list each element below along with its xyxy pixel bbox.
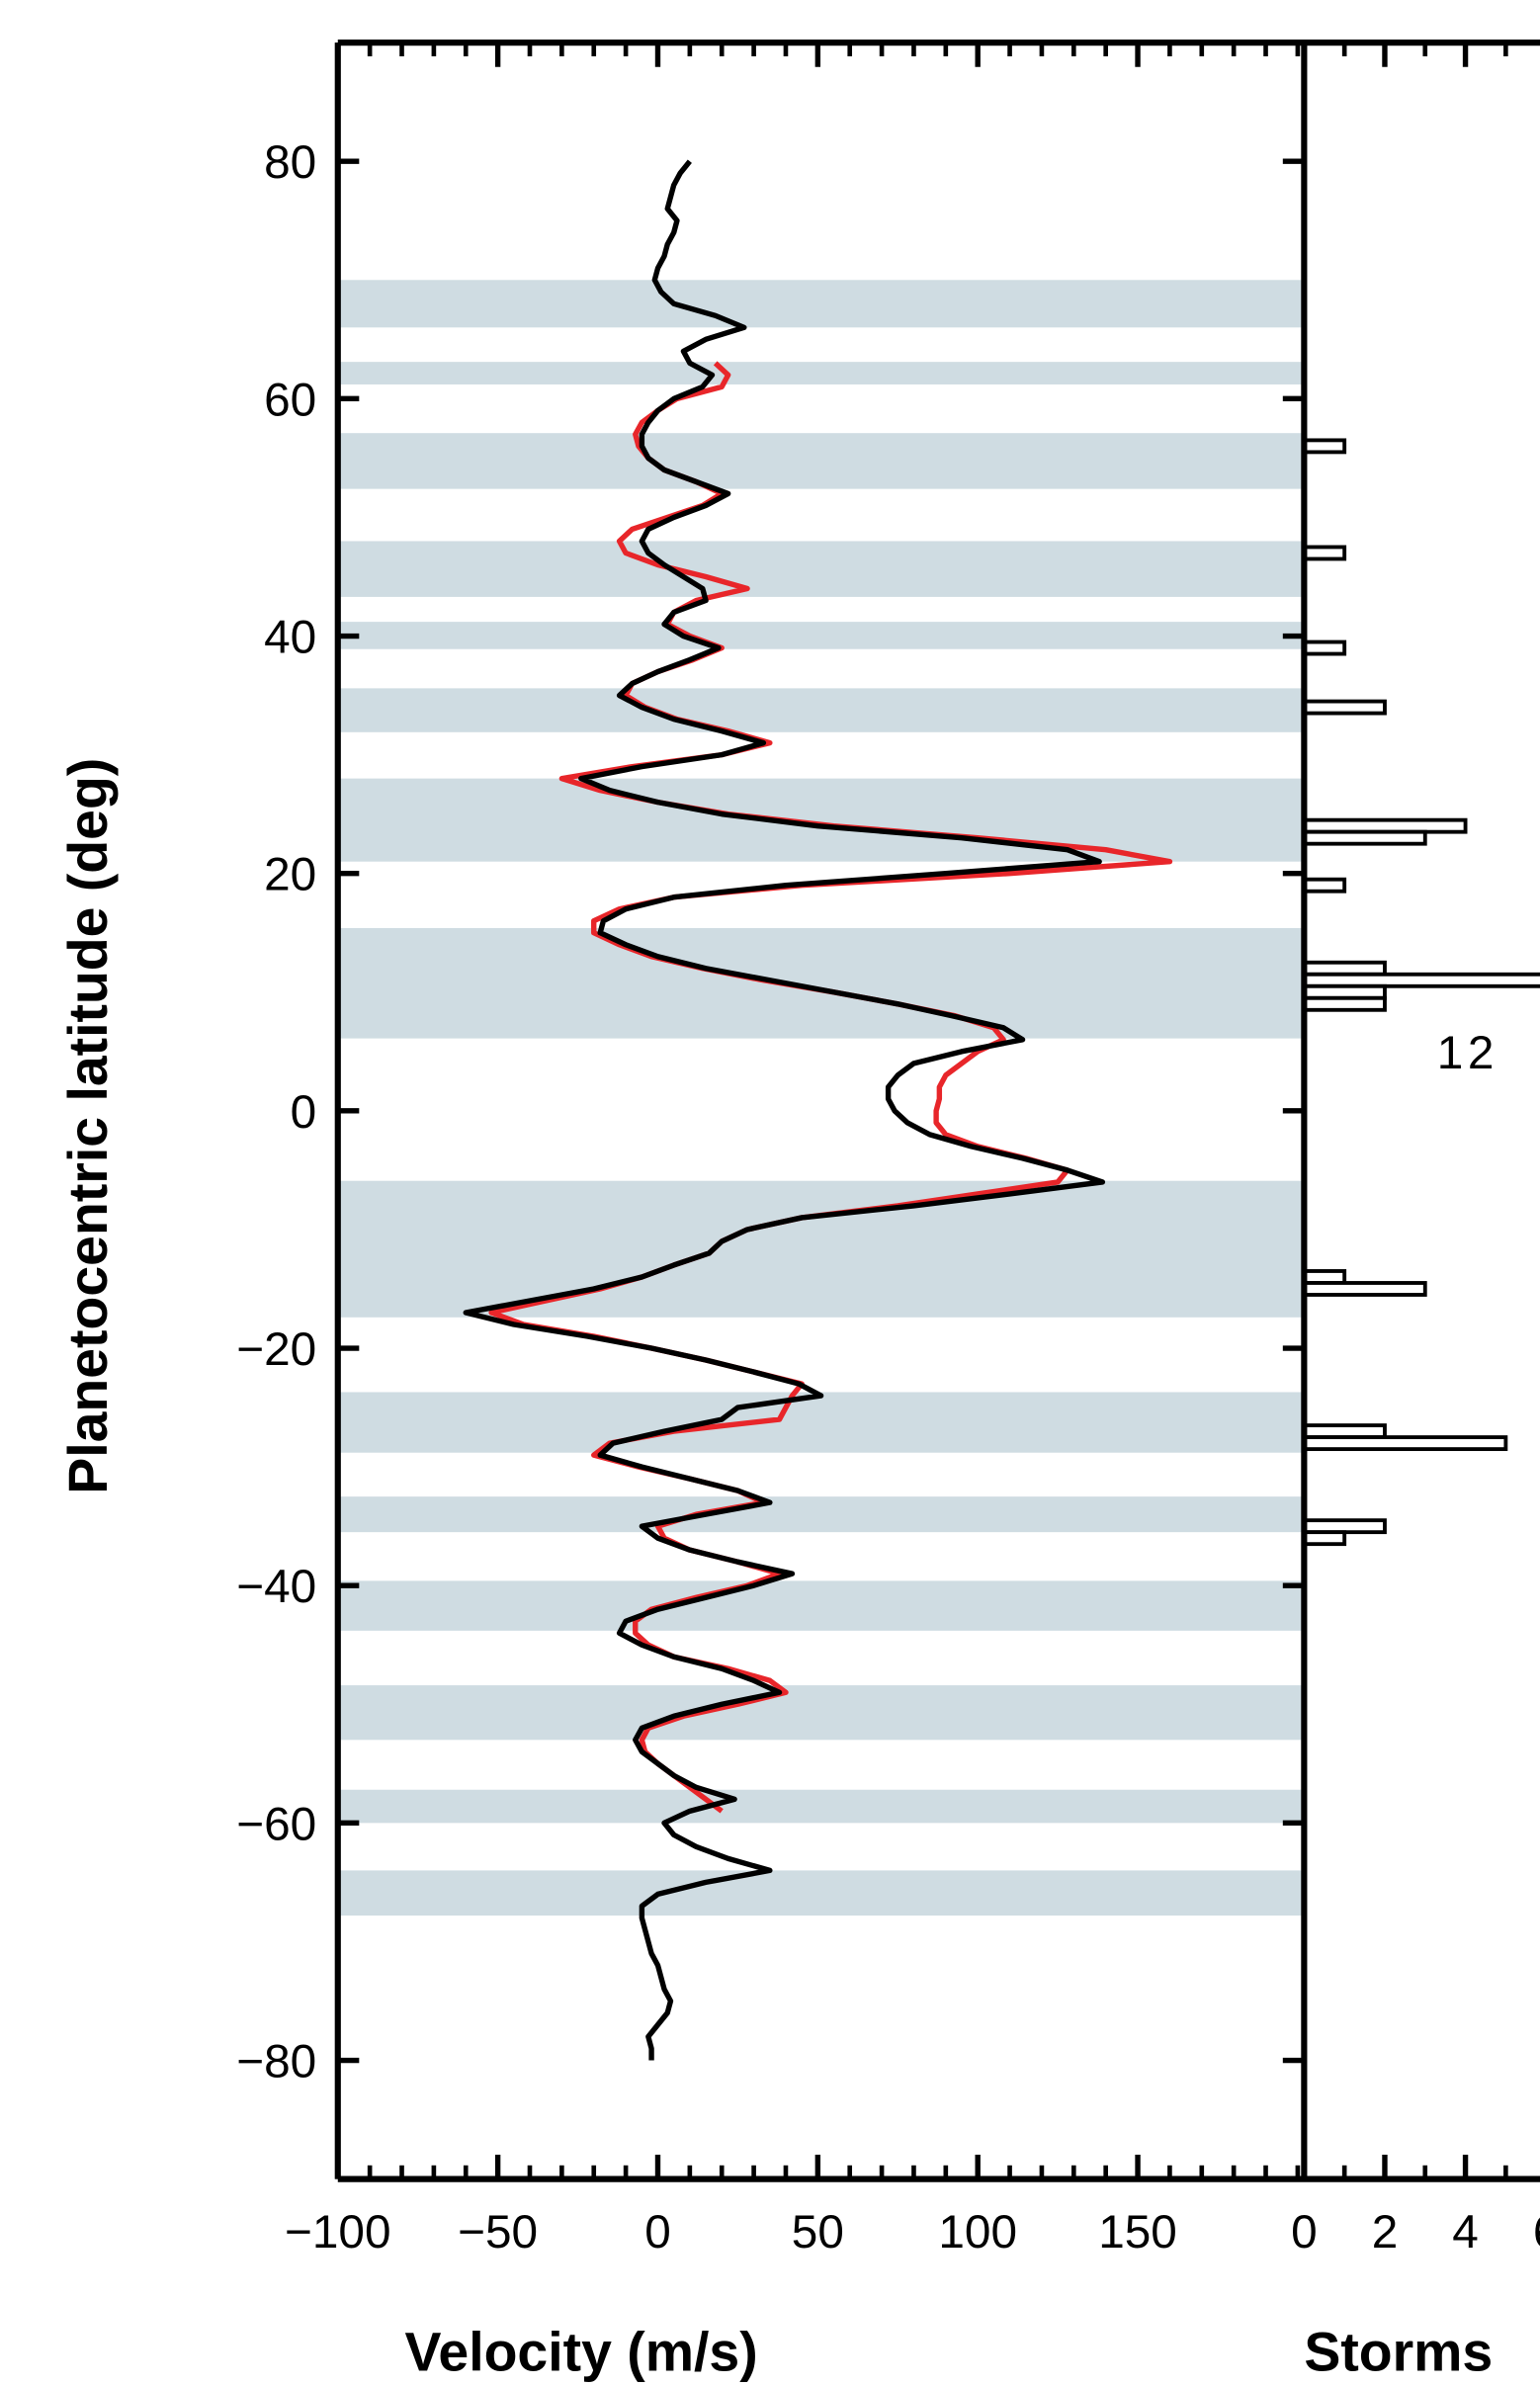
latitude-band	[337, 433, 1305, 489]
y-tick-label: −40	[236, 1561, 316, 1613]
y-tick-label: −20	[236, 1323, 316, 1376]
storm-bar	[1302, 1435, 1508, 1452]
latitude-band	[337, 1496, 1305, 1533]
latitude-band	[337, 927, 1305, 1039]
storm-bar	[1302, 639, 1347, 656]
x-tick-label: −100	[285, 2206, 390, 2258]
y-tick-label: 60	[264, 374, 316, 426]
storm-bar	[1302, 829, 1427, 846]
latitude-band	[337, 1789, 1305, 1824]
latitude-band	[337, 688, 1305, 732]
velocity-profile	[463, 159, 1106, 2061]
latitude-band	[337, 1392, 1305, 1453]
x-axis-title: Velocity (m/s)	[404, 2322, 757, 2383]
storm-bar	[1302, 1281, 1427, 1297]
latitude-band	[337, 622, 1305, 649]
x-tick-label: 0	[644, 2206, 671, 2258]
y-axis-title: Planetocentric latitude (deg)	[57, 758, 119, 1494]
storm-bar	[1302, 1530, 1347, 1547]
y-tick-label: 0	[291, 1086, 317, 1139]
latitude-band	[337, 778, 1305, 862]
latitude-band	[337, 541, 1305, 597]
y-tick-label: 80	[264, 136, 316, 189]
storm-bar	[1302, 545, 1347, 561]
storm-bar	[1302, 438, 1347, 455]
storm-bar	[1302, 699, 1387, 716]
x-tick-label: 2	[1372, 2206, 1399, 2258]
y-tick-label: −60	[236, 1798, 316, 1850]
latitude-band	[337, 280, 1305, 328]
latitude-band	[337, 1580, 1305, 1631]
y-tick-label: 20	[264, 849, 316, 901]
latitude-band	[337, 1870, 1305, 1917]
bar-value-label: 12	[1437, 1027, 1498, 1079]
band-layer	[337, 280, 1305, 1917]
x-tick-label: 0	[1291, 2206, 1318, 2258]
x-tick-label: 150	[1098, 2206, 1177, 2258]
x-tick-label: 50	[792, 2206, 844, 2258]
storm-bar	[1302, 995, 1387, 1012]
y-tick-label: 40	[264, 611, 316, 663]
y-tick-label: −80	[236, 2035, 316, 2088]
x-tick-label: 4	[1452, 2206, 1479, 2258]
storm-bar	[1302, 877, 1347, 894]
x-axis-title: Storms	[1304, 2322, 1493, 2383]
latitude-band	[337, 362, 1305, 384]
x-tick-label: 6	[1533, 2206, 1540, 2258]
x-tick-label: −50	[458, 2206, 538, 2258]
latitude-band	[337, 1685, 1305, 1741]
x-tick-label: 100	[938, 2206, 1017, 2258]
latitude-band	[337, 1180, 1305, 1318]
